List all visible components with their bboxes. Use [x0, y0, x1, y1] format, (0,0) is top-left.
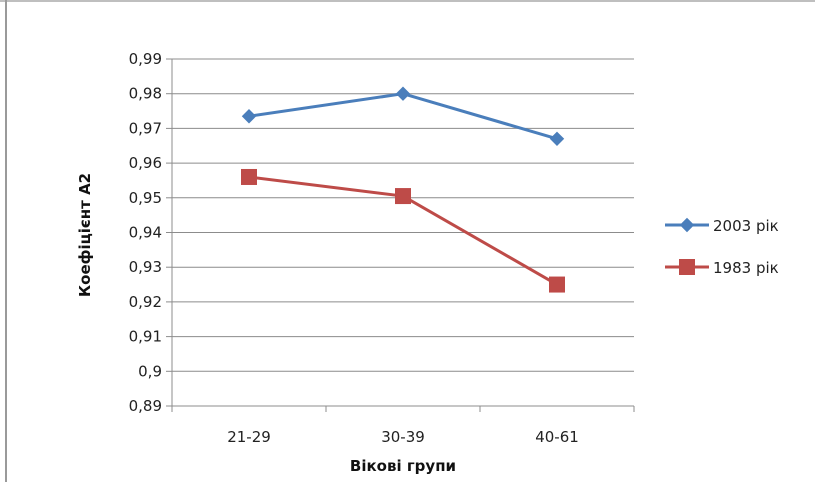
- x-tick-label: 40-61: [535, 428, 579, 446]
- y-tick-label: 0,93: [129, 258, 162, 276]
- y-tick-label: 0,95: [129, 189, 162, 207]
- legend-marker-square: [679, 259, 695, 275]
- y-axis-title: Коефіцієнт А2: [76, 173, 94, 297]
- data-point-square: [241, 168, 257, 185]
- y-tick-label: 0,99: [129, 50, 162, 68]
- legend-marker-diamond: [679, 217, 695, 233]
- legend-label-2: 1983 рік: [713, 259, 779, 277]
- x-axis-title: Вікові групи: [350, 457, 456, 475]
- axes: 0,89 0,9 0,91 0,92 0,93 0,94 0,95 0,96 0,97 0,98 0…: [129, 50, 635, 446]
- data-point-square: [549, 276, 565, 293]
- data-point-square: [395, 188, 411, 205]
- data-point-diamond: [395, 86, 411, 101]
- x-tick-label: 21-29: [227, 428, 271, 446]
- data-point-diamond: [241, 109, 257, 124]
- series-layer: [241, 86, 565, 293]
- y-tick-label: 0,96: [129, 154, 162, 172]
- y-tick-label: 0,92: [129, 293, 162, 311]
- y-tick-label: 0,91: [129, 328, 162, 346]
- legend: 2003 рік 1983 рік: [665, 217, 779, 277]
- y-tick-label: 0,9: [138, 362, 162, 380]
- y-tick-label: 0,97: [129, 119, 162, 137]
- legend-label-1: 2003 рік: [713, 217, 779, 235]
- y-tick-label: 0,94: [129, 224, 162, 242]
- x-tick-label: 30-39: [381, 428, 425, 446]
- data-point-diamond: [549, 131, 565, 147]
- gridlines: [172, 58, 634, 407]
- y-tick-label: 0,89: [129, 397, 162, 415]
- y-tick-label: 0,98: [129, 85, 162, 103]
